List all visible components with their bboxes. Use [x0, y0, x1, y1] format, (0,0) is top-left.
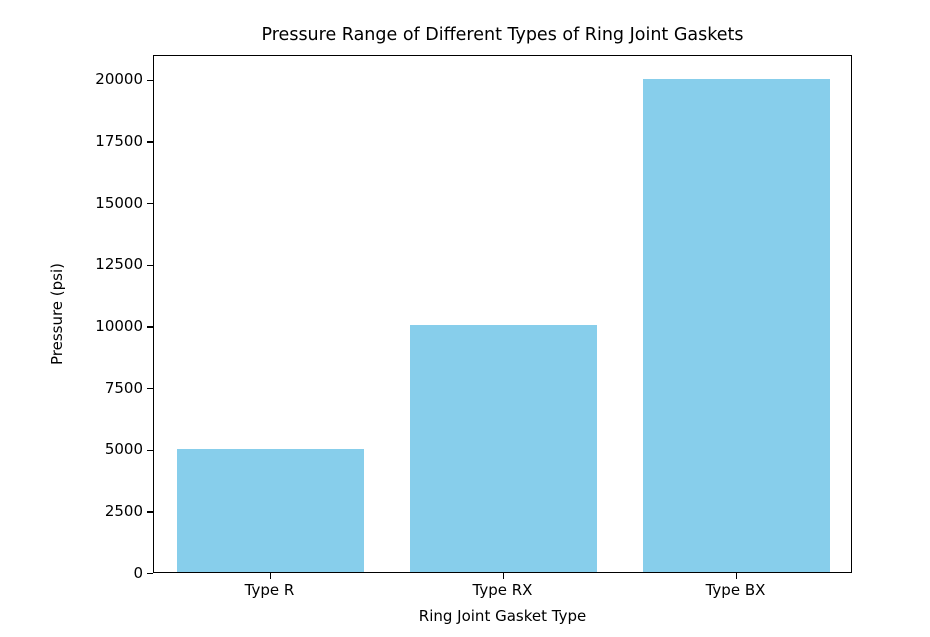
- x-axis-label: Ring Joint Gasket Type: [418, 607, 587, 625]
- x-tick-label: Type R: [244, 581, 295, 599]
- y-tick-mark: [147, 79, 153, 81]
- bar-type-r: [177, 448, 364, 572]
- y-tick-mark: [147, 573, 153, 575]
- chart-title: Pressure Range of Different Types of Rin…: [261, 25, 744, 45]
- y-tick-mark: [147, 203, 153, 205]
- x-tick-mark: [502, 573, 504, 579]
- x-tick-mark: [735, 573, 737, 579]
- plot-area: [153, 55, 852, 573]
- y-tick-label: 12500: [95, 255, 143, 274]
- y-tick-mark: [147, 511, 153, 513]
- x-tick-mark: [269, 573, 271, 579]
- y-tick-mark: [147, 326, 153, 328]
- y-tick-label: 0: [133, 563, 143, 582]
- y-tick-mark: [147, 449, 153, 451]
- y-tick-mark: [147, 264, 153, 266]
- y-tick-label: 5000: [104, 440, 143, 459]
- y-axis-label: Pressure (psi): [48, 262, 66, 366]
- y-tick-label: 7500: [104, 378, 143, 397]
- bar-type-bx: [643, 78, 830, 572]
- x-tick-label: Type BX: [705, 581, 766, 599]
- y-tick-label: 17500: [95, 131, 143, 150]
- y-tick-mark: [147, 388, 153, 390]
- y-tick-label: 2500: [104, 501, 143, 520]
- y-tick-label: 20000: [95, 70, 143, 89]
- y-tick-label: 10000: [95, 316, 143, 335]
- bar-type-rx: [410, 325, 597, 572]
- x-tick-label: Type RX: [472, 581, 533, 599]
- y-tick-label: 15000: [95, 193, 143, 212]
- y-tick-mark: [147, 141, 153, 143]
